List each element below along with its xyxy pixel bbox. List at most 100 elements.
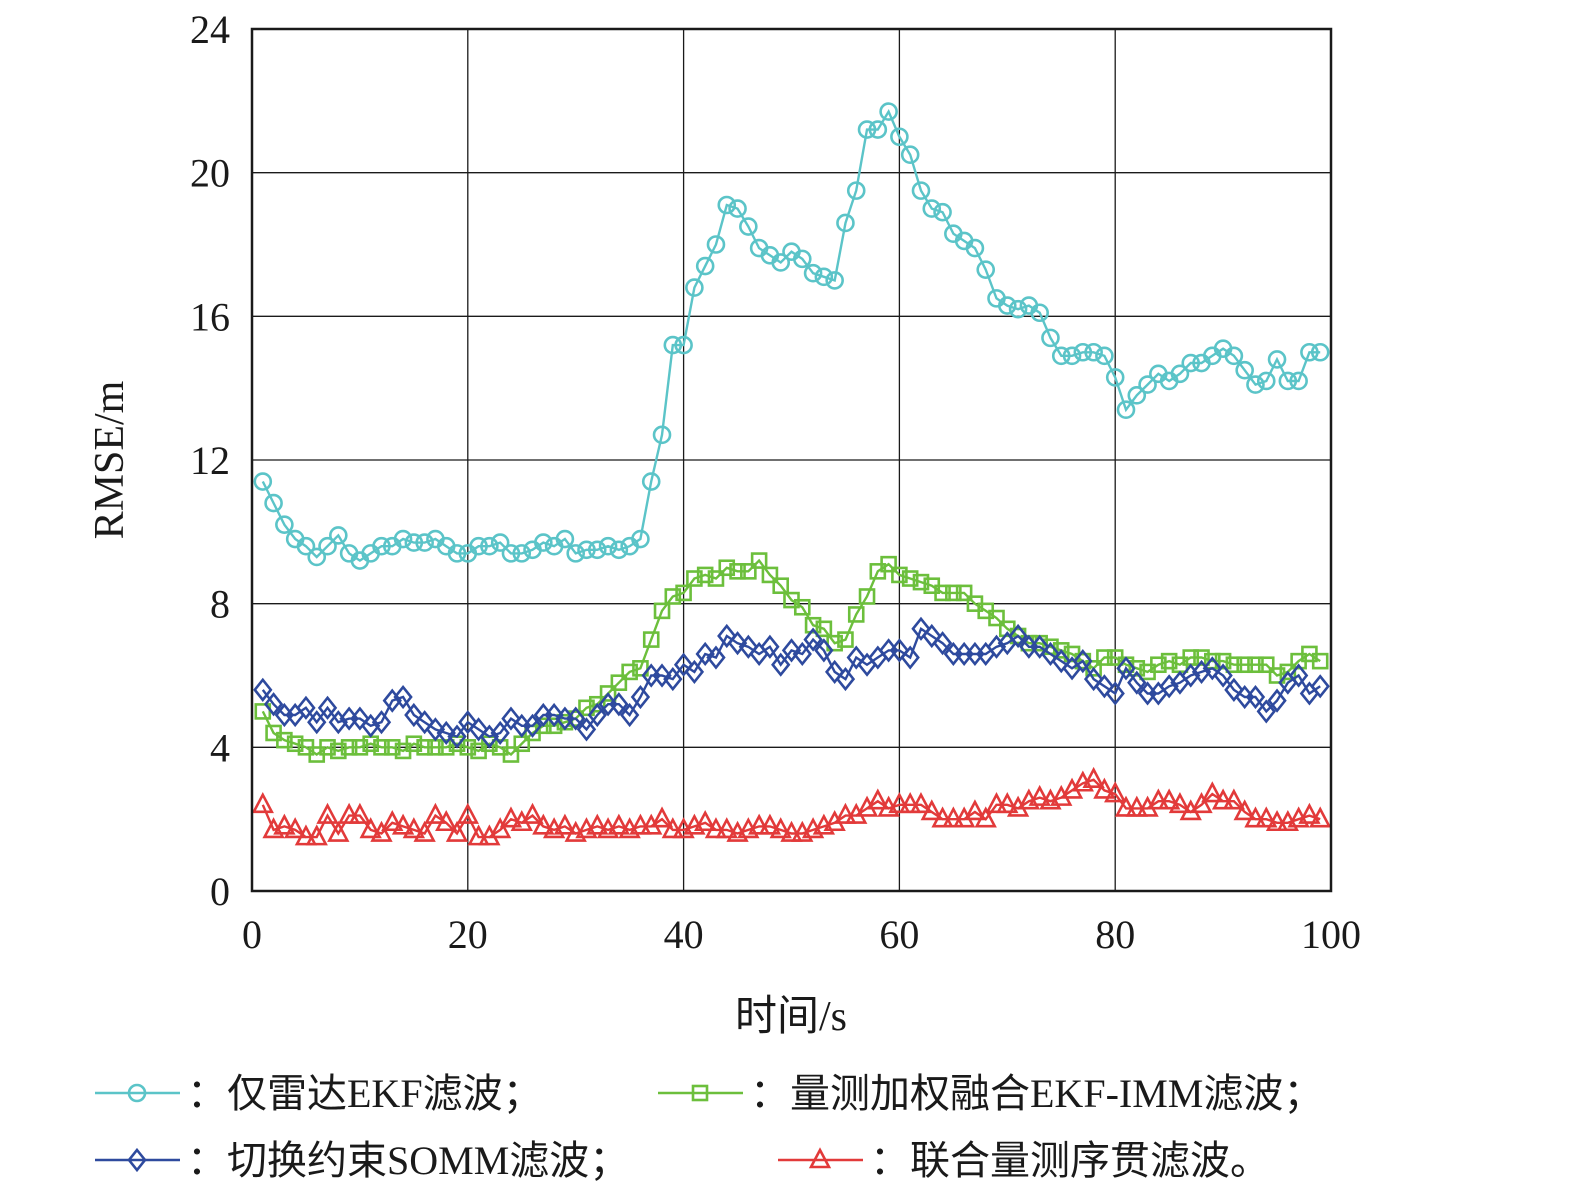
data-point-circle [728,199,747,218]
data-point-circle [447,544,467,563]
data-point-diamond [1030,634,1050,659]
data-point-triangle [510,809,533,832]
data-point-square [459,739,477,756]
data-point-triangle [834,802,857,824]
data-point-square [934,584,951,602]
data-point-square [793,598,811,616]
data-point-diamond [630,684,651,710]
data-point-diamond [1213,663,1233,688]
data-point-circle [1289,371,1308,391]
data-point-diamond [350,706,370,731]
data-point-diamond [652,663,672,688]
data-point-square [416,739,433,756]
data-point-square [373,739,390,756]
legend-label: ：仅雷达EKF滤波； [187,1071,543,1116]
legend-marker [127,1083,147,1103]
data-point-triangle [305,824,328,846]
data-point-triangle [1060,777,1084,799]
data-point-square [955,584,973,602]
data-point-square [1128,660,1146,677]
data-point-diamond [1159,674,1179,699]
data-point-circle [900,145,920,165]
data-point-square [945,584,962,602]
data-point-triangle [327,820,350,842]
data-point-circle [329,526,348,545]
data-point-circle [868,120,888,139]
data-point-square [1150,656,1167,674]
data-point-square [642,631,660,648]
data-point-square [804,616,822,634]
data-point-diamond [414,710,435,735]
data-point-square [535,717,552,735]
data-point-diamond [824,659,845,684]
data-point-square [1160,652,1178,670]
data-point-diamond [771,652,791,677]
data-point-square [621,663,638,681]
data-point-circle [415,533,434,552]
data-point-square [880,555,897,573]
legend-label: ：量测加权融合EKF-IMM滤波； [750,1071,1323,1116]
data-point-triangle [456,802,479,824]
data-point-triangle [1168,792,1192,814]
data-point-triangle [974,806,997,828]
data-point-triangle [391,813,415,835]
data-point-triangle [1233,799,1256,821]
data-point-square [664,588,682,605]
data-point-square [502,746,520,763]
data-point-diamond [1040,641,1061,667]
data-point-triangle [478,824,501,846]
data-point-square [696,566,714,584]
data-point-circle [792,249,812,269]
data-point-diamond [501,706,521,731]
data-point-circle [803,263,823,283]
data-point-diamond [1073,649,1093,674]
data-point-square [319,739,336,756]
data-point-triangle [381,809,404,832]
data-point-triangle [1179,799,1202,821]
data-point-circle [695,256,715,276]
data-point-triangle [1093,777,1116,799]
data-point-triangle [952,806,976,828]
data-point-diamond [922,623,942,649]
data-point-diamond [1288,663,1309,688]
data-point-circle [976,260,996,279]
data-point-diamond [253,677,273,702]
data-point-circle [1105,368,1125,387]
data-point-circle [717,195,737,215]
data-point-diamond [609,692,629,717]
data-point-triangle [1190,792,1213,814]
series-line-triangle [261,778,1321,839]
data-point-circle [739,217,758,236]
data-point-diamond [932,631,953,656]
data-point-circle [318,536,337,556]
data-point-square [340,739,358,756]
series-triangle [251,766,1332,846]
series-square [254,552,1329,763]
data-point-circle [997,296,1017,315]
data-point-square [1096,649,1113,666]
data-point-diamond [1245,684,1266,710]
data-point-circle [1030,303,1049,323]
data-point-triangle [1136,795,1159,817]
data-point-square [847,606,865,623]
data-point-triangle [553,813,577,835]
data-point-diamond [263,692,284,717]
data-point-diamond [576,717,597,742]
data-point-circle [253,472,273,491]
series-diamond [253,616,1330,749]
data-point-circle [1127,386,1147,405]
data-point-diamond [986,634,1007,659]
data-point-circle [404,533,424,552]
data-point-circle [1278,371,1298,391]
data-point-circle [555,529,575,549]
data-point-diamond [328,710,348,735]
series-line-diamond [261,626,1321,739]
y-axis-label: RMSE/m [87,380,133,539]
y-tick-label: 0 [210,869,230,914]
data-point-diamond [1116,656,1136,681]
data-point-diamond [911,616,931,641]
data-point-triangle [694,809,717,832]
data-point-circle [1170,364,1190,384]
y-tick-label: 8 [210,582,230,627]
data-point-diamond [717,623,737,649]
